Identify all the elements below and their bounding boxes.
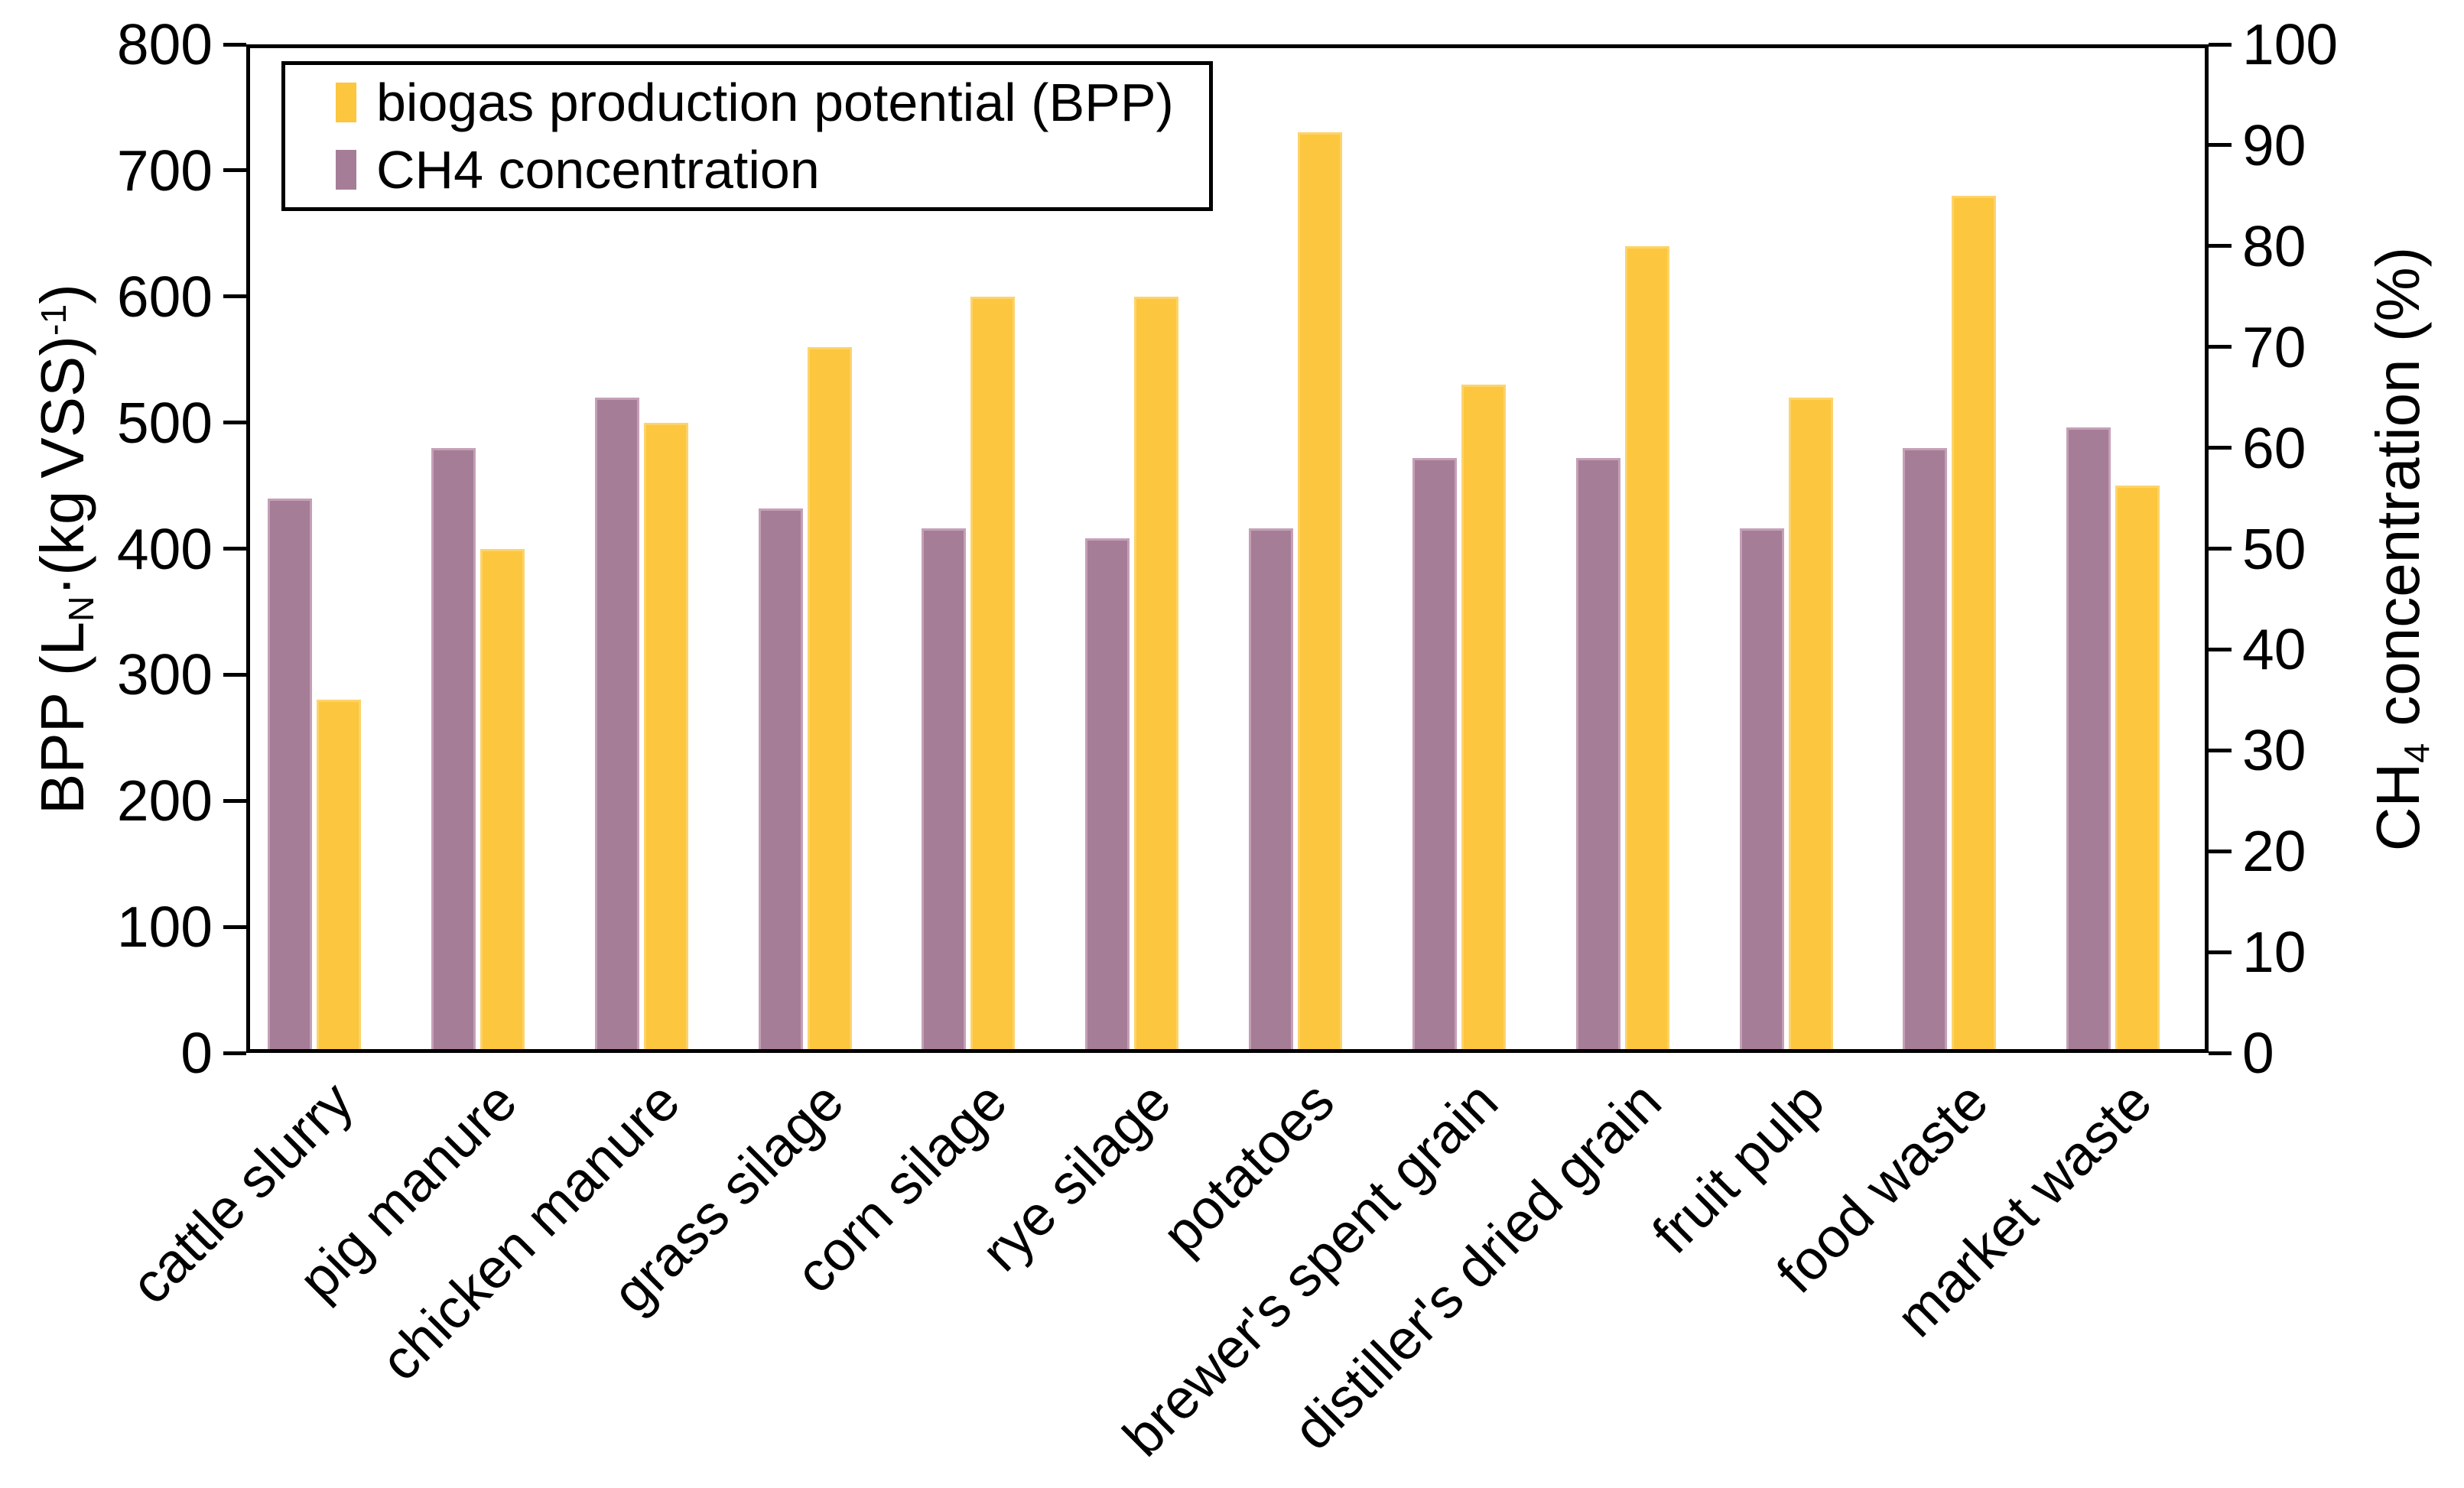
- bar-biogas-brewer-s-spent-grain: [1461, 385, 1506, 1053]
- axis-title-part: ): [28, 283, 96, 304]
- bar-biogas-corn-silage: [970, 296, 1016, 1053]
- bar-biogas-rye-silage: [1134, 296, 1179, 1053]
- y-tick-label-right: 10: [2242, 920, 2306, 985]
- bar-biogas-grass-silage: [807, 346, 852, 1053]
- y-tick-label-right: 40: [2242, 617, 2306, 682]
- bar-biogas-cattle-slurry: [317, 700, 361, 1053]
- bar-ch4-rye-silage: [1085, 538, 1130, 1053]
- y-tick-label-right: 60: [2242, 415, 2306, 480]
- y-tick-label-right: 30: [2242, 718, 2306, 783]
- bar-ch4-pig-manure: [431, 447, 476, 1053]
- axis-title-part: CH: [2364, 762, 2432, 851]
- axis-title-part: N: [60, 595, 101, 622]
- bar-biogas-distiller-s-dried-grain: [1624, 245, 1669, 1053]
- bar-ch4-potatoes: [1249, 528, 1293, 1053]
- y-tick-label-left: 200: [116, 768, 213, 833]
- legend-swatch: [336, 82, 356, 122]
- axis-title-part: ·(kg VSS): [28, 335, 96, 596]
- y-tick-left: [223, 421, 246, 425]
- y-tick-label-right: 20: [2242, 819, 2306, 884]
- bar-ch4-chicken-manure: [594, 397, 639, 1053]
- y-tick-label-left: 500: [116, 390, 213, 455]
- y-tick-right: [2209, 42, 2232, 47]
- legend-item-ch4: CH4 concentration: [336, 139, 1209, 200]
- y-tick-right: [2209, 849, 2232, 853]
- y-tick-left: [223, 924, 246, 929]
- y-tick-label-left: 100: [116, 895, 213, 960]
- bar-ch4-corn-silage: [922, 528, 967, 1053]
- y-tick-label-left: 800: [116, 12, 213, 76]
- y-tick-label-left: 0: [180, 1021, 213, 1085]
- y-axis-left-title: BPP (LN·(kg VSS)-1): [24, 14, 101, 1084]
- y-tick-left: [223, 798, 246, 803]
- y-tick-right: [2209, 1051, 2232, 1055]
- y-tick-right: [2209, 143, 2232, 148]
- bar-ch4-food-waste: [1903, 447, 1948, 1053]
- axis-title-part: 4: [2396, 742, 2436, 763]
- bar-biogas-chicken-manure: [643, 422, 688, 1053]
- y-tick-right: [2209, 748, 2232, 752]
- y-tick-right: [2209, 647, 2232, 651]
- y-tick-right: [2209, 547, 2232, 551]
- y-tick-left: [223, 672, 246, 677]
- bar-biogas-food-waste: [1952, 195, 1997, 1053]
- y-tick-label-right: 70: [2242, 314, 2306, 379]
- y-tick-right: [2209, 950, 2232, 954]
- legend-label: CH4 concentration: [376, 140, 820, 200]
- axis-title-part: -1: [33, 304, 73, 336]
- bar-ch4-market-waste: [2066, 427, 2111, 1053]
- bar-ch4-brewer-s-spent-grain: [1412, 457, 1457, 1053]
- bar-ch4-fruit-pulp: [1739, 528, 1784, 1053]
- legend-label: biogas production potential (BPP): [376, 72, 1174, 132]
- y-tick-label-left: 400: [116, 516, 213, 581]
- y-tick-left: [223, 42, 246, 47]
- legend-box: biogas production potential (BPP) CH4 con…: [281, 61, 1213, 211]
- bar-ch4-cattle-slurry: [268, 498, 312, 1053]
- y-tick-label-left: 700: [116, 138, 213, 203]
- y-tick-label-left: 600: [116, 264, 213, 329]
- y-tick-label-right: 100: [2242, 12, 2339, 76]
- y-tick-right: [2209, 345, 2232, 349]
- bar-ch4-grass-silage: [758, 508, 803, 1053]
- y-tick-left: [223, 168, 246, 173]
- bar-biogas-market-waste: [2115, 486, 2160, 1053]
- y-tick-left: [223, 294, 246, 299]
- y-tick-right: [2209, 446, 2232, 450]
- bar-biogas-potatoes: [1298, 132, 1342, 1053]
- x-label-chicken-manure: chicken manure: [369, 1070, 692, 1393]
- bar-ch4-distiller-s-dried-grain: [1575, 457, 1620, 1053]
- legend-item-biogas: biogas production potential (BPP): [336, 72, 1209, 133]
- plot-area: [246, 44, 2209, 1053]
- axis-title-part: BPP (L: [28, 621, 96, 814]
- y-tick-left: [223, 547, 246, 551]
- y-tick-left: [223, 1051, 246, 1055]
- y-tick-label-right: 0: [2242, 1021, 2274, 1085]
- y-tick-label-right: 80: [2242, 213, 2306, 278]
- bar-biogas-fruit-pulp: [1788, 397, 1833, 1053]
- y-axis-right-title: CH4 concentration (%): [2360, 14, 2436, 1084]
- y-tick-label-left: 300: [116, 642, 213, 707]
- axis-title-part: concentration (%): [2364, 246, 2432, 743]
- legend-swatch: [336, 150, 356, 190]
- y-tick-right: [2209, 244, 2232, 249]
- y-tick-label-right: 90: [2242, 112, 2306, 177]
- bar-biogas-pig-manure: [479, 548, 525, 1053]
- y-tick-label-right: 50: [2242, 516, 2306, 581]
